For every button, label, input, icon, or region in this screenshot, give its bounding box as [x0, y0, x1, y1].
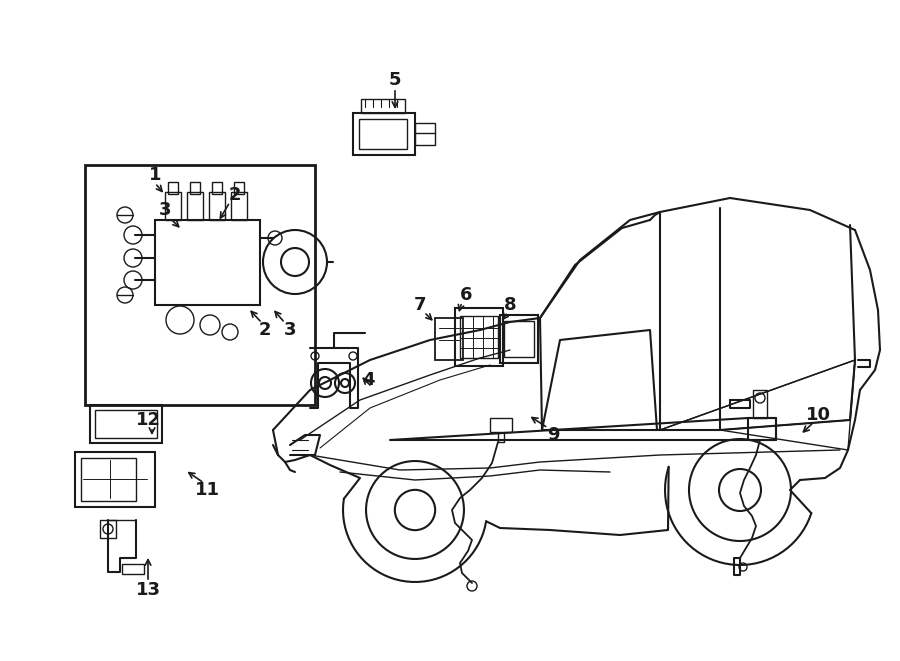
Bar — [753, 390, 767, 418]
Bar — [455, 308, 503, 366]
Bar — [95, 410, 157, 438]
Text: 7: 7 — [414, 296, 427, 314]
Bar — [234, 182, 244, 194]
Text: 13: 13 — [136, 581, 160, 599]
Text: 8: 8 — [504, 296, 517, 314]
Bar — [100, 520, 116, 538]
Bar — [81, 458, 136, 501]
Bar — [155, 220, 260, 305]
Bar — [90, 405, 162, 443]
Text: 5: 5 — [389, 71, 401, 89]
Bar — [504, 321, 534, 357]
Text: 3: 3 — [158, 201, 171, 219]
Bar — [85, 165, 315, 405]
Text: 11: 11 — [194, 481, 220, 499]
Text: 12: 12 — [136, 411, 160, 429]
Bar — [209, 192, 225, 220]
Bar — [500, 315, 538, 363]
Bar — [75, 452, 155, 507]
Text: 9: 9 — [547, 426, 559, 444]
Bar — [361, 99, 405, 113]
Bar — [168, 182, 178, 194]
Bar — [415, 123, 435, 145]
Bar — [231, 192, 247, 220]
Bar — [460, 316, 498, 358]
Text: 3: 3 — [284, 321, 296, 339]
Bar — [212, 182, 222, 194]
Text: 10: 10 — [806, 406, 831, 424]
Text: 2: 2 — [259, 321, 271, 339]
Bar — [353, 113, 415, 155]
Bar — [359, 119, 407, 149]
Bar — [165, 192, 181, 220]
Bar — [490, 418, 512, 432]
Text: 6: 6 — [460, 286, 473, 304]
Text: 2: 2 — [229, 186, 241, 204]
Text: 4: 4 — [362, 371, 374, 389]
Bar — [435, 318, 463, 360]
Text: 1: 1 — [148, 166, 161, 184]
Bar — [122, 564, 144, 574]
Bar — [187, 192, 203, 220]
Bar — [190, 182, 200, 194]
